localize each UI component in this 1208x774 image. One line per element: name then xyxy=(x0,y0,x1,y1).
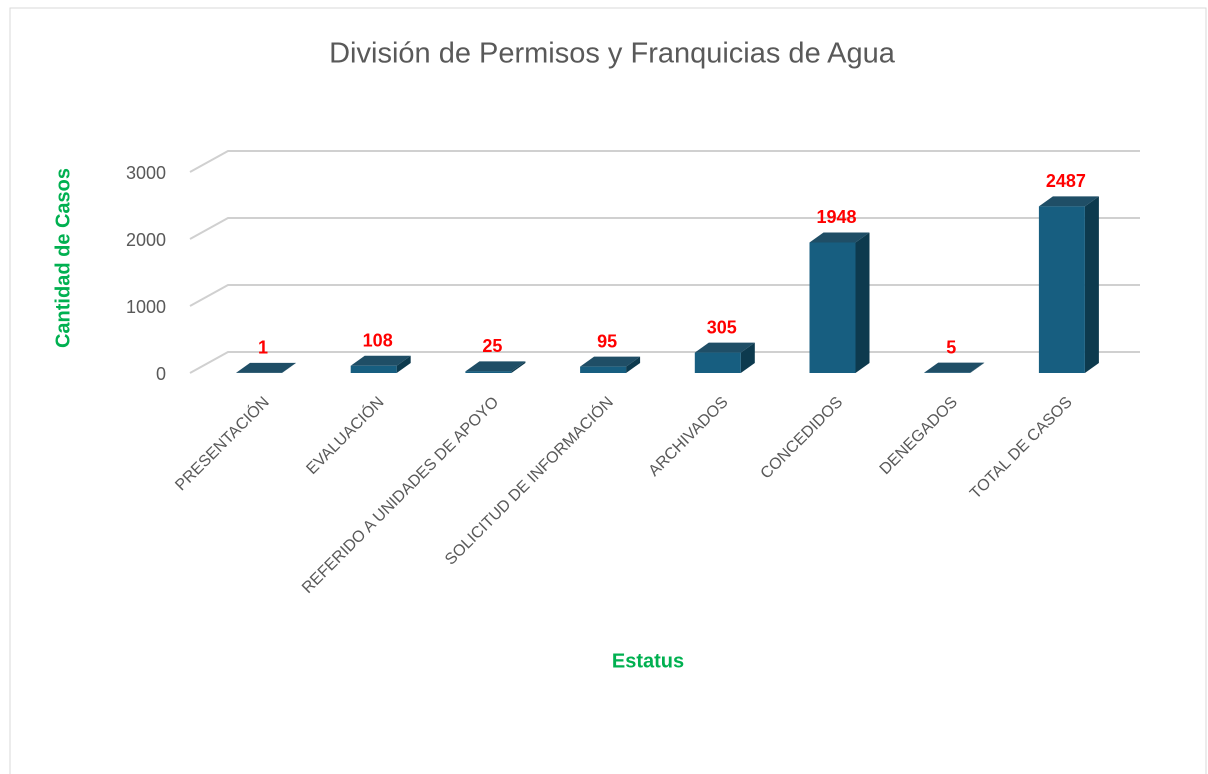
bar-side xyxy=(1084,196,1099,373)
data-label: 25 xyxy=(482,336,502,356)
bar xyxy=(694,352,741,373)
bar-top xyxy=(694,342,755,353)
bar xyxy=(809,242,856,373)
bar xyxy=(465,371,512,373)
data-label: 5 xyxy=(946,337,956,357)
bar-side xyxy=(511,361,526,373)
data-label: 305 xyxy=(707,317,737,337)
bar xyxy=(350,365,397,373)
bar-top xyxy=(465,361,526,372)
data-label: 1948 xyxy=(816,207,856,227)
x-axis-title: Estatus xyxy=(612,650,684,672)
chart-title: División de Permisos y Franquicias de Ag… xyxy=(329,38,896,70)
bar-side xyxy=(855,232,870,373)
chart-border xyxy=(9,7,1207,774)
bar xyxy=(1038,206,1085,373)
bar-top xyxy=(580,356,641,367)
data-label: 1 xyxy=(258,338,268,358)
grid-line xyxy=(189,150,1140,173)
bar-top xyxy=(1038,196,1099,207)
bar xyxy=(580,366,627,373)
bar-top xyxy=(350,355,411,366)
bar-top xyxy=(809,232,870,243)
y-tick-label: 3000 xyxy=(126,163,166,183)
bar-side xyxy=(396,355,411,373)
bar-side xyxy=(970,362,985,373)
y-tick-label: 2000 xyxy=(126,230,166,250)
grid-line xyxy=(189,217,1140,240)
bar-side xyxy=(282,362,296,373)
bar-top xyxy=(924,362,985,373)
bar-side xyxy=(626,356,641,373)
data-label: 95 xyxy=(597,331,617,351)
y-tick-label: 0 xyxy=(156,364,166,384)
bar-top xyxy=(236,362,296,373)
data-label: 2487 xyxy=(1046,171,1086,191)
data-label: 108 xyxy=(363,331,393,351)
y-axis-title: Cantidad de Casos xyxy=(52,168,74,348)
bar-side xyxy=(740,342,755,373)
y-tick-label: 1000 xyxy=(126,297,166,317)
